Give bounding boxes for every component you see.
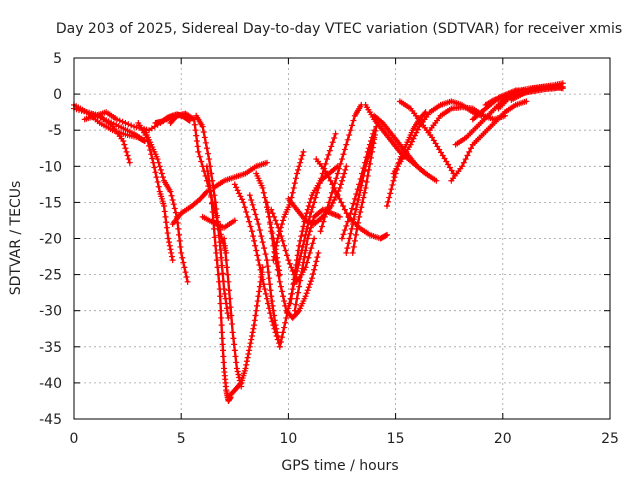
y-tick-label: -25 [39,268,62,284]
y-tick-label: -10 [39,159,62,175]
y-tick-label: -40 [39,376,62,392]
y-tick-label: 0 [53,87,62,103]
y-tick-label: -35 [39,340,62,356]
x-tick-label: 0 [70,431,79,447]
y-tick-label: -30 [39,304,62,320]
x-axis-label: GPS time / hours [281,458,398,474]
y-tick-label: -5 [48,123,62,139]
y-axis-label: SDTVAR / TECUs [8,181,24,296]
y-tick-label: -45 [39,412,62,428]
sdtvar-chart: Day 203 of 2025, Sidereal Day-to-day VTE… [0,0,640,480]
x-tick-label: 25 [601,431,619,447]
x-tick-label: 20 [494,431,512,447]
y-tick-label: 5 [53,51,62,67]
y-tick-label: -15 [39,195,62,211]
x-tick-label: 10 [279,431,297,447]
chart-background [0,0,640,480]
y-tick-label: -20 [39,232,62,248]
x-tick-label: 5 [177,431,186,447]
x-tick-label: 15 [387,431,405,447]
chart-title: Day 203 of 2025, Sidereal Day-to-day VTE… [56,21,622,37]
